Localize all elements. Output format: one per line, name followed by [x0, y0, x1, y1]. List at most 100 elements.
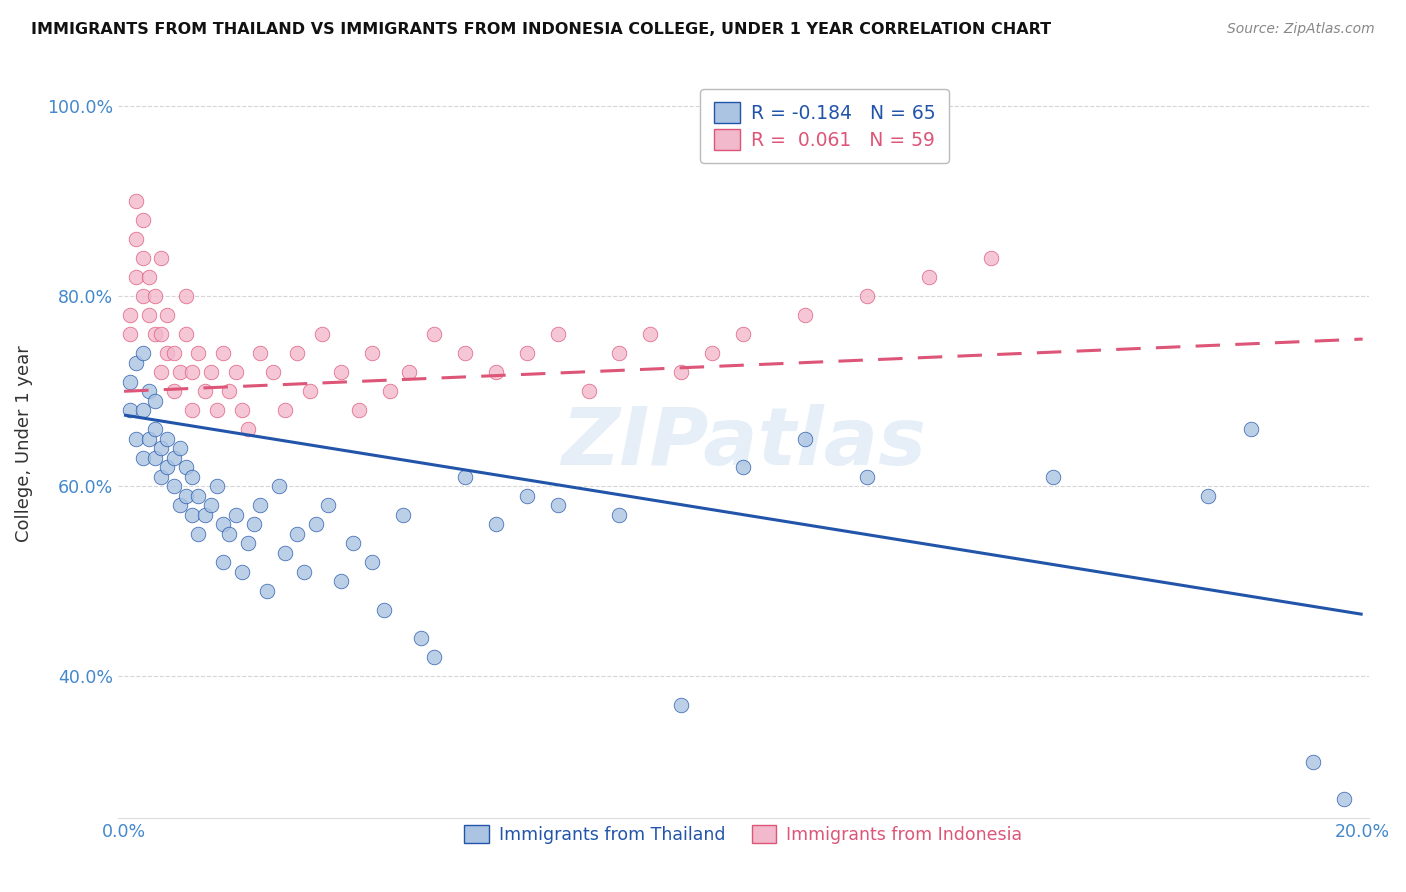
Point [856, 289, 879, 303]
Point [162, 479, 184, 493]
Point [181, 403, 204, 417]
Point [150, 327, 173, 342]
Point [200, 498, 222, 512]
Point [485, 517, 508, 532]
Point [187, 346, 209, 360]
Point [194, 508, 217, 522]
Point [856, 469, 879, 483]
Point [578, 384, 600, 399]
Point [156, 460, 179, 475]
Point [516, 489, 538, 503]
Point [162, 346, 184, 360]
Point [143, 289, 166, 303]
Point [231, 565, 253, 579]
Point [485, 365, 508, 379]
Point [794, 309, 817, 323]
Point [169, 498, 191, 512]
Text: ZIPatlas: ZIPatlas [561, 404, 927, 483]
Point [453, 469, 475, 483]
Point [411, 631, 433, 645]
Point [422, 650, 444, 665]
Point [125, 270, 148, 285]
Point [131, 252, 153, 266]
Point [318, 498, 340, 512]
Text: Source: ZipAtlas.com: Source: ZipAtlas.com [1227, 22, 1375, 37]
Point [249, 346, 271, 360]
Point [187, 526, 209, 541]
Point [169, 365, 191, 379]
Point [453, 346, 475, 360]
Point [138, 270, 160, 285]
Point [162, 384, 184, 399]
Point [162, 450, 184, 465]
Point [640, 327, 662, 342]
Point [609, 508, 631, 522]
Point [249, 498, 271, 512]
Point [1197, 489, 1219, 503]
Point [1240, 422, 1263, 436]
Point [311, 327, 333, 342]
Point [194, 384, 217, 399]
Point [120, 403, 142, 417]
Point [373, 602, 395, 616]
Point [292, 565, 315, 579]
Point [360, 555, 382, 569]
Point [212, 346, 235, 360]
Point [218, 384, 240, 399]
Point [287, 346, 309, 360]
Point [174, 489, 197, 503]
Point [138, 384, 160, 399]
Point [305, 517, 328, 532]
Point [125, 356, 148, 370]
Legend: R = -0.184   N = 65, R =  0.061   N = 59: R = -0.184 N = 65, R = 0.061 N = 59 [700, 89, 949, 163]
Point [131, 403, 153, 417]
Point [1333, 792, 1355, 806]
Point [256, 583, 278, 598]
Point [174, 289, 197, 303]
Point [131, 213, 153, 227]
Point [236, 422, 259, 436]
Point [218, 526, 240, 541]
Point [274, 403, 297, 417]
Point [205, 403, 228, 417]
Point [236, 536, 259, 550]
Point [131, 450, 153, 465]
Point [181, 508, 204, 522]
Point [225, 508, 247, 522]
Point [287, 526, 309, 541]
Point [181, 469, 204, 483]
Point [733, 460, 755, 475]
Point [156, 432, 179, 446]
Point [225, 365, 247, 379]
Point [120, 375, 142, 389]
Point [120, 327, 142, 342]
Point [918, 270, 941, 285]
Point [243, 517, 266, 532]
Point [150, 469, 173, 483]
Point [150, 252, 173, 266]
Point [187, 489, 209, 503]
Point [547, 327, 569, 342]
Point [342, 536, 364, 550]
Point [422, 327, 444, 342]
Point [298, 384, 321, 399]
Point [212, 555, 235, 569]
Point [329, 365, 352, 379]
Point [360, 346, 382, 360]
Point [1042, 469, 1064, 483]
Point [267, 479, 290, 493]
Point [212, 517, 235, 532]
Point [262, 365, 284, 379]
Point [174, 460, 197, 475]
Point [150, 365, 173, 379]
Point [380, 384, 402, 399]
Point [980, 252, 1002, 266]
Point [120, 309, 142, 323]
Point [329, 574, 352, 588]
Point [125, 194, 148, 209]
Point [200, 365, 222, 379]
Point [547, 498, 569, 512]
Point [143, 450, 166, 465]
Point [131, 289, 153, 303]
Point [156, 346, 179, 360]
